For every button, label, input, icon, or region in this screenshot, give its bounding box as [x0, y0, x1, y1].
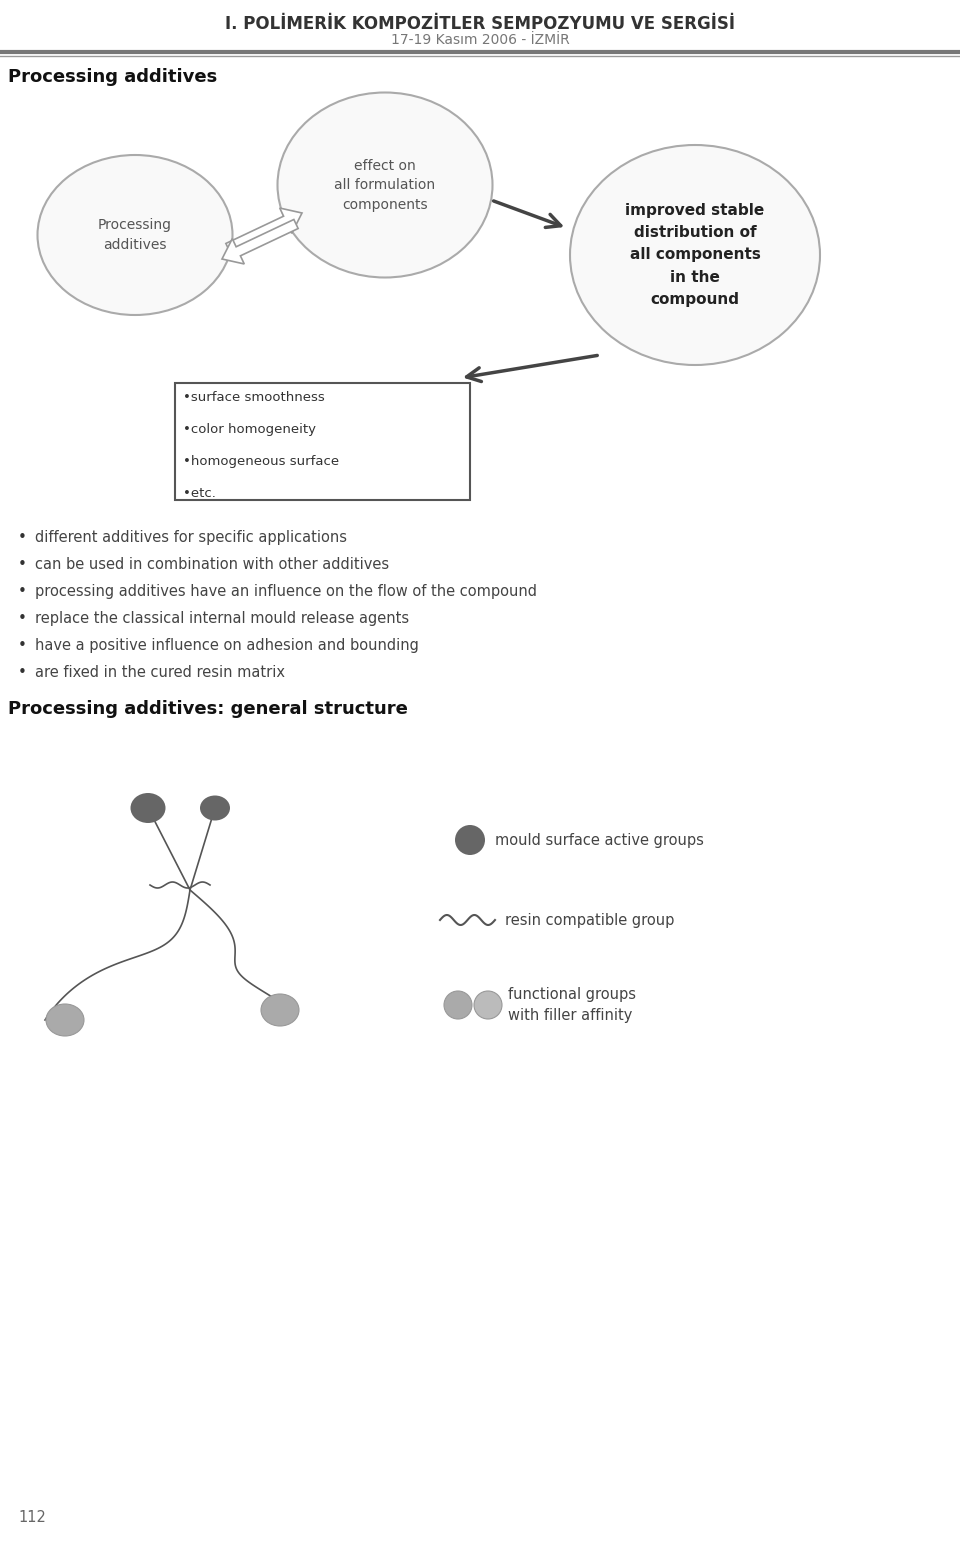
Ellipse shape — [444, 991, 472, 1018]
Text: •: • — [18, 529, 27, 545]
Text: 112: 112 — [18, 1511, 46, 1524]
Ellipse shape — [455, 826, 485, 855]
Text: •: • — [18, 611, 27, 626]
Text: can be used in combination with other additives: can be used in combination with other ad… — [35, 557, 389, 572]
Ellipse shape — [261, 994, 299, 1026]
Text: •color homogeneity: •color homogeneity — [183, 423, 316, 437]
Ellipse shape — [277, 93, 492, 278]
Ellipse shape — [570, 145, 820, 366]
Text: different additives for specific applications: different additives for specific applica… — [35, 529, 347, 545]
Ellipse shape — [131, 793, 165, 822]
Text: •: • — [18, 637, 27, 653]
Ellipse shape — [200, 796, 230, 821]
Text: Processing additives: Processing additives — [8, 68, 217, 86]
Text: have a positive influence on adhesion and bounding: have a positive influence on adhesion an… — [35, 637, 419, 653]
Text: •: • — [18, 583, 27, 599]
Text: functional groups
with filler affinity: functional groups with filler affinity — [508, 988, 636, 1023]
Text: are fixed in the cured resin matrix: are fixed in the cured resin matrix — [35, 665, 285, 680]
Text: effect on
all formulation
components: effect on all formulation components — [334, 159, 436, 211]
Text: •: • — [18, 557, 27, 572]
Text: processing additives have an influence on the flow of the compound: processing additives have an influence o… — [35, 583, 537, 599]
Text: •homogeneous surface: •homogeneous surface — [183, 455, 339, 468]
Text: resin compatible group: resin compatible group — [505, 912, 674, 927]
Text: •etc.: •etc. — [183, 488, 216, 500]
Text: replace the classical internal mould release agents: replace the classical internal mould rel… — [35, 611, 409, 626]
Ellipse shape — [474, 991, 502, 1018]
Polygon shape — [222, 219, 299, 264]
Text: I. POLİMERİK KOMPOZİTLER SEMPOZYUMU VE SERGİSİ: I. POLİMERİK KOMPOZİTLER SEMPOZYUMU VE S… — [225, 15, 735, 32]
Ellipse shape — [37, 154, 232, 315]
Text: •surface smoothness: •surface smoothness — [183, 390, 324, 404]
Ellipse shape — [46, 1004, 84, 1035]
Text: improved stable
distribution of
all components
in the
compound: improved stable distribution of all comp… — [625, 204, 764, 307]
Bar — [175, 383, 470, 500]
Polygon shape — [226, 208, 302, 253]
Text: •: • — [18, 665, 27, 680]
Text: Processing
additives: Processing additives — [98, 218, 172, 252]
Text: mould surface active groups: mould surface active groups — [495, 833, 704, 847]
Text: 17-19 Kasım 2006 - İZMİR: 17-19 Kasım 2006 - İZMİR — [391, 32, 569, 46]
Text: Processing additives: general structure: Processing additives: general structure — [8, 701, 408, 717]
